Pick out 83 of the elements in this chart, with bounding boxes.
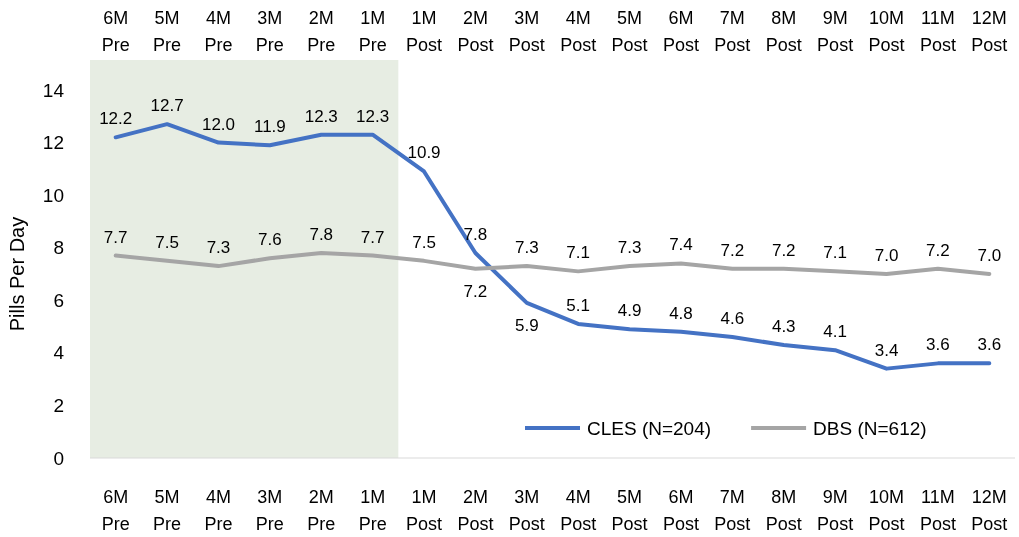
- legend-label: DBS (N=612): [813, 418, 927, 439]
- data-label: 4.9: [617, 301, 642, 321]
- y-tick-label: 0: [53, 447, 64, 469]
- y-tick-label: 12: [42, 132, 64, 154]
- data-label: 7.0: [874, 246, 899, 265]
- data-label: 10.9: [407, 143, 441, 163]
- category-label: 4M Pre: [204, 8, 233, 55]
- data-label: 7.5: [155, 232, 179, 252]
- data-label: 4.8: [669, 303, 693, 323]
- x-tick-label: 8M Post: [765, 487, 802, 534]
- category-label: 1M Post: [406, 8, 443, 55]
- data-label: 5.1: [566, 295, 591, 315]
- data-label: 7.4: [669, 235, 693, 255]
- data-label: 11.9: [253, 117, 286, 137]
- y-axis-title: Pills Per Day: [6, 216, 28, 332]
- y-tick-label: 14: [42, 79, 65, 101]
- data-label: 7.2: [463, 281, 488, 301]
- data-label: 3.4: [874, 340, 899, 360]
- x-tick-label: 4M Pre: [204, 487, 233, 534]
- x-tick-label: 5M Post: [611, 487, 648, 534]
- x-tick-label: 11M Post: [919, 487, 956, 534]
- data-label: 7.2: [771, 240, 796, 260]
- data-label: 12.0: [201, 114, 236, 134]
- data-label: 7.7: [103, 227, 128, 247]
- data-label: 12.2: [99, 109, 133, 129]
- legend-label: CLES (N=204): [587, 418, 712, 439]
- category-label: 12M Post: [971, 8, 1008, 55]
- data-label: 4.1: [823, 322, 847, 342]
- category-label: 8M Post: [765, 8, 802, 55]
- x-tick-label: 4M Post: [560, 487, 597, 534]
- x-tick-label: 6M Post: [662, 487, 699, 534]
- category-label: 3M Pre: [255, 8, 284, 55]
- data-label: 7.0: [977, 246, 1002, 265]
- x-tick-label: 1M Post: [406, 487, 443, 534]
- data-label: 5.9: [514, 315, 539, 335]
- y-tick-label: 10: [42, 184, 64, 206]
- category-label: 5M Pre: [153, 8, 182, 55]
- data-label: 7.2: [926, 240, 950, 260]
- data-label: 7.3: [206, 238, 231, 258]
- category-label: 3M Post: [508, 8, 545, 55]
- x-tick-label: 9M Post: [817, 487, 854, 534]
- y-tick-label: 6: [53, 289, 64, 311]
- data-label: 7.1: [566, 243, 591, 263]
- x-tick-label: 10M Post: [868, 487, 905, 534]
- category-label: 4M Post: [560, 8, 597, 55]
- category-label: 2M Pre: [307, 8, 336, 55]
- x-tick-label: 3M Pre: [255, 487, 284, 534]
- x-tick-label: 5M Pre: [153, 487, 182, 534]
- category-label: 7M Post: [714, 8, 751, 55]
- data-label: 12.3: [304, 106, 338, 126]
- x-tick-label: 1M Pre: [358, 487, 387, 534]
- data-label: 3.6: [977, 335, 1002, 355]
- data-label: 7.3: [514, 238, 539, 258]
- x-tick-label: 6M Pre: [101, 487, 130, 534]
- x-tick-label: 3M Post: [508, 487, 545, 534]
- data-label: 3.6: [926, 335, 950, 355]
- data-label: 7.8: [309, 224, 334, 244]
- category-label: 6M Pre: [101, 8, 130, 55]
- x-tick-label: 2M Pre: [307, 487, 336, 534]
- category-label: 11M Post: [919, 8, 956, 55]
- y-tick-label: 8: [53, 237, 64, 259]
- data-label: 12.3: [356, 106, 390, 126]
- category-label: 9M Post: [817, 8, 854, 55]
- category-label: 6M Post: [662, 8, 699, 55]
- data-label: 7.3: [617, 238, 642, 258]
- data-label: 7.7: [360, 227, 385, 247]
- data-label: 7.1: [823, 243, 847, 263]
- data-label: 4.6: [720, 309, 745, 329]
- x-tick-label: 2M Post: [457, 487, 494, 534]
- data-label: 7.8: [463, 224, 488, 244]
- data-label: 4.3: [771, 316, 796, 336]
- data-label: 7.6: [258, 230, 282, 250]
- x-tick-label: 12M Post: [971, 487, 1008, 534]
- x-tick-label: 7M Post: [714, 487, 751, 534]
- data-label: 7.2: [720, 240, 745, 260]
- category-label: 10M Post: [868, 8, 905, 55]
- category-label: 1M Pre: [358, 8, 387, 55]
- data-label: 12.7: [150, 96, 184, 116]
- category-label: 2M Post: [457, 8, 494, 55]
- category-label: 5M Post: [611, 8, 648, 55]
- y-tick-label: 4: [53, 342, 65, 364]
- data-label: 7.5: [412, 232, 436, 252]
- y-tick-label: 2: [53, 395, 64, 417]
